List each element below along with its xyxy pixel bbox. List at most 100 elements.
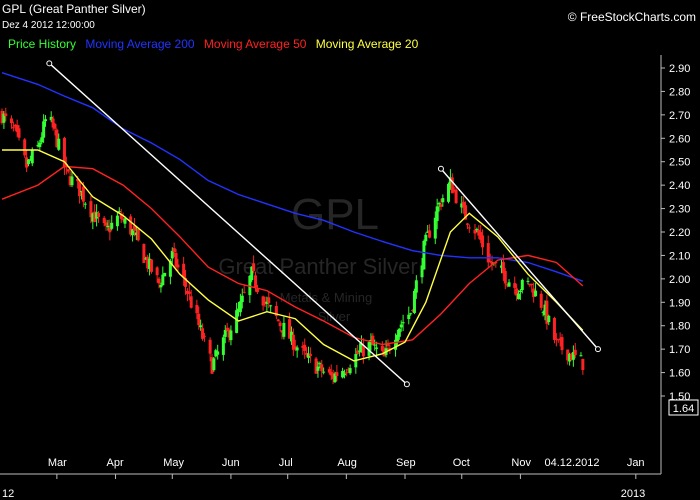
candle-body xyxy=(426,231,430,233)
candle-body xyxy=(212,358,216,370)
candle-body xyxy=(108,227,112,233)
candle-body xyxy=(305,352,309,355)
date-marker-label: 04.12.2012 xyxy=(544,457,599,469)
candle-body xyxy=(316,366,320,371)
candle-body xyxy=(174,253,178,267)
candle-body xyxy=(267,297,271,304)
candle-body xyxy=(515,288,519,296)
trend-handle[interactable] xyxy=(437,165,444,172)
candle-body xyxy=(170,250,174,259)
legend-ma20[interactable]: Moving Average 20 xyxy=(315,37,419,51)
candle-body xyxy=(55,129,59,148)
x-tick-label: Jun xyxy=(222,457,240,469)
candle-body xyxy=(412,290,416,313)
candle-body xyxy=(115,215,119,227)
trend-handle[interactable] xyxy=(403,381,410,388)
candle-body xyxy=(288,319,292,339)
candle-body xyxy=(490,261,494,265)
trend-line-2[interactable] xyxy=(440,168,599,350)
candles xyxy=(0,107,585,385)
candle-body xyxy=(136,228,140,241)
candle-body xyxy=(44,119,48,122)
legend-ma200[interactable]: Moving Average 200 xyxy=(85,37,195,51)
trend-handle[interactable] xyxy=(594,346,601,353)
candle-body xyxy=(447,183,451,202)
candle-body xyxy=(96,213,100,217)
candle-body xyxy=(13,124,17,127)
trend-handle[interactable] xyxy=(46,60,53,67)
candle-body xyxy=(327,369,331,373)
candle-body xyxy=(460,203,464,208)
candle-body xyxy=(407,314,411,320)
candle-body xyxy=(269,305,273,307)
candle-body xyxy=(581,358,585,371)
candle-body xyxy=(132,225,136,231)
x-tick-label: Nov xyxy=(511,457,531,469)
x-tick-label: Mar xyxy=(48,457,67,469)
candle-body xyxy=(89,201,93,218)
candle-body xyxy=(223,329,227,337)
candle-body xyxy=(507,282,511,287)
candle-body xyxy=(513,283,517,288)
site-credit[interactable]: © FreeStockCharts.com xyxy=(567,10,696,24)
candle-body xyxy=(134,232,138,236)
candle-body xyxy=(208,339,212,354)
candle-body xyxy=(197,313,201,326)
candle-body xyxy=(358,350,362,352)
candle-body xyxy=(545,300,549,324)
candle-body xyxy=(532,288,536,298)
candle-body xyxy=(452,190,456,192)
candle-body xyxy=(303,344,307,351)
candle-body xyxy=(25,157,29,168)
y-tick-label: 1.90 xyxy=(669,297,690,309)
watermark-sector: Metals & Mining xyxy=(280,290,372,305)
legend-ma50[interactable]: Moving Average 50 xyxy=(203,37,307,51)
candle-body xyxy=(320,364,324,372)
candle-body xyxy=(414,280,418,293)
candle-body xyxy=(49,117,53,121)
candle-body xyxy=(149,259,153,272)
trend-line-1[interactable] xyxy=(48,62,408,385)
candle-body xyxy=(91,213,95,222)
last-price-box-bg xyxy=(668,399,699,416)
chart-datetime: Dez 4 2012 12:00:00 xyxy=(2,20,95,31)
candle-body xyxy=(395,334,399,342)
candle-body xyxy=(30,150,34,164)
x-tick-label: Apr xyxy=(107,457,124,469)
trend-lines xyxy=(46,60,601,388)
candle-body xyxy=(356,350,360,354)
x-tick-label: May xyxy=(163,457,184,469)
candle-body xyxy=(95,212,99,219)
candle-body xyxy=(301,345,305,348)
candle-body xyxy=(318,363,322,365)
candle-body xyxy=(541,311,545,313)
candle-body xyxy=(501,262,505,274)
y-tick-label: 2.30 xyxy=(669,204,690,216)
candle-body xyxy=(278,322,282,327)
candle-body xyxy=(437,202,441,205)
y-tick-label: 2.20 xyxy=(669,227,690,239)
candle-body xyxy=(341,371,345,378)
candle-body xyxy=(189,296,193,308)
candle-body xyxy=(210,357,214,374)
candle-body xyxy=(79,190,83,193)
year-label-left: 12 xyxy=(2,488,14,500)
candle-body xyxy=(76,178,80,182)
candle-body xyxy=(237,308,240,312)
candle-body xyxy=(322,371,326,373)
legend-price-history[interactable]: Price History xyxy=(8,37,77,51)
y-tick-label: 2.60 xyxy=(669,133,690,145)
candle-body xyxy=(157,278,161,284)
candle-body xyxy=(26,159,30,165)
candle-body xyxy=(187,291,191,294)
candle-body xyxy=(539,293,543,308)
candle-body xyxy=(346,369,350,371)
candle-body xyxy=(227,329,231,338)
candle-body xyxy=(291,334,295,350)
candle-body xyxy=(465,223,469,225)
candle-body xyxy=(293,346,297,349)
candle-body xyxy=(543,304,547,316)
candle-body xyxy=(144,258,148,260)
candle-body xyxy=(499,265,503,268)
